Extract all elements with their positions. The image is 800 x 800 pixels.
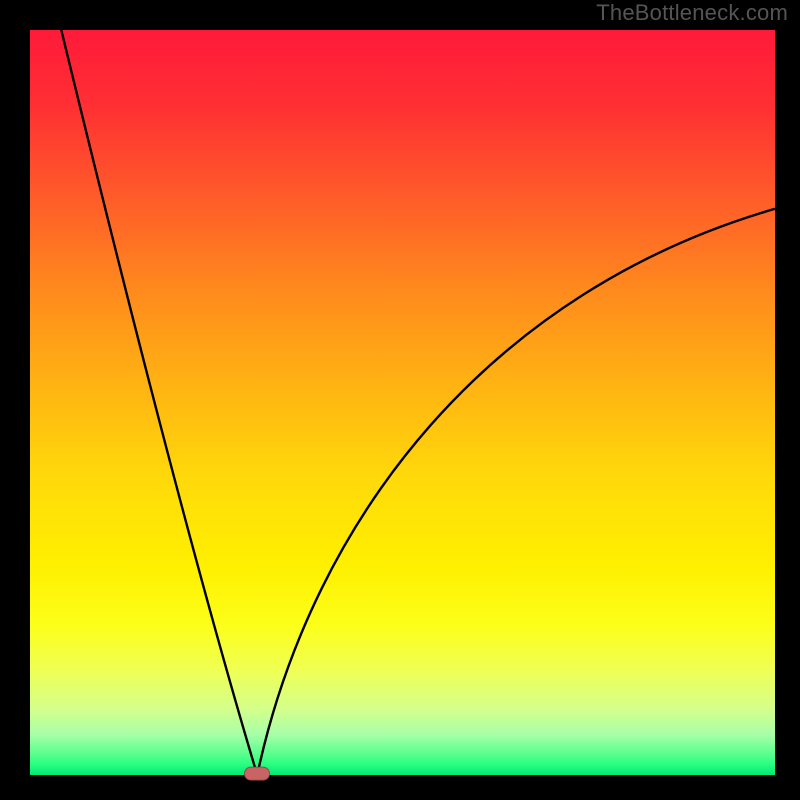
minimum-marker: [244, 767, 270, 781]
plot-area: [30, 30, 775, 775]
plot-gradient-background: [30, 30, 775, 775]
watermark-text: TheBottleneck.com: [596, 0, 788, 26]
